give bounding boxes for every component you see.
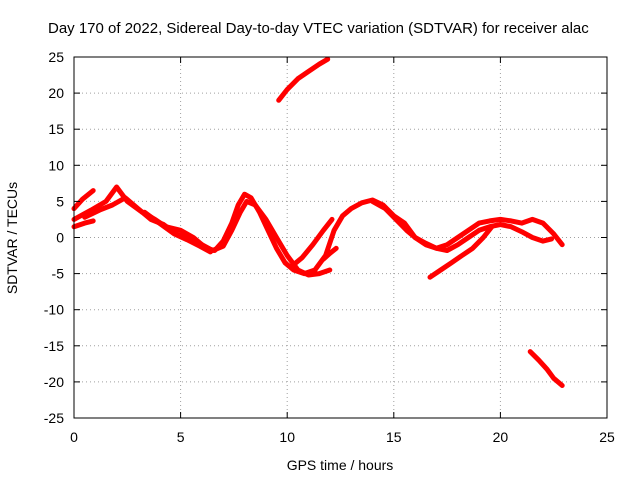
y-tick-label: 25 bbox=[48, 49, 64, 65]
series-arc-7 bbox=[320, 245, 339, 262]
x-tick-label: 0 bbox=[70, 429, 78, 445]
y-tick-label: -20 bbox=[44, 374, 64, 390]
y-tick-label: 5 bbox=[56, 193, 64, 209]
x-axis-title: GPS time / hours bbox=[287, 457, 394, 473]
axis-ticks bbox=[73, 56, 608, 419]
grid bbox=[74, 57, 607, 418]
y-tick-label: -15 bbox=[44, 338, 64, 354]
data-series bbox=[71, 56, 565, 388]
y-tick-label: 20 bbox=[48, 85, 64, 101]
x-tick-label: 20 bbox=[493, 429, 509, 445]
y-axis-title: SDTVAR / TECUs bbox=[4, 182, 20, 294]
x-tick-label: 10 bbox=[279, 429, 295, 445]
series-arc-1 bbox=[71, 188, 96, 212]
y-tick-label: -10 bbox=[44, 302, 64, 318]
y-tick-label: 0 bbox=[56, 230, 64, 246]
x-tick-label: 25 bbox=[599, 429, 615, 445]
y-tick-label: -25 bbox=[44, 410, 64, 426]
chart-title: Day 170 of 2022, Sidereal Day-to-day VTE… bbox=[48, 20, 589, 37]
y-axis-tick-labels: -25 -20 -15 -10 -5 0 5 10 15 20 25 bbox=[44, 49, 64, 426]
x-axis-tick-labels: 0 5 10 15 20 25 bbox=[70, 429, 615, 445]
x-tick-label: 5 bbox=[177, 429, 185, 445]
plot-frame bbox=[73, 56, 608, 419]
series-arc-9 bbox=[427, 224, 495, 280]
series-arc-5 bbox=[141, 209, 213, 255]
y-tick-label: 10 bbox=[48, 157, 64, 173]
y-tick-label: -5 bbox=[52, 266, 65, 282]
series-arc-6 bbox=[289, 216, 335, 269]
series-arc-3 bbox=[71, 184, 565, 277]
series-arc-10 bbox=[276, 56, 331, 103]
series-arc-8 bbox=[370, 198, 555, 253]
x-tick-label: 15 bbox=[386, 429, 402, 445]
series-arc-4 bbox=[82, 195, 333, 278]
y-tick-label: 15 bbox=[48, 121, 64, 137]
series-arc-2 bbox=[71, 218, 96, 230]
series-arc-11 bbox=[527, 349, 565, 388]
